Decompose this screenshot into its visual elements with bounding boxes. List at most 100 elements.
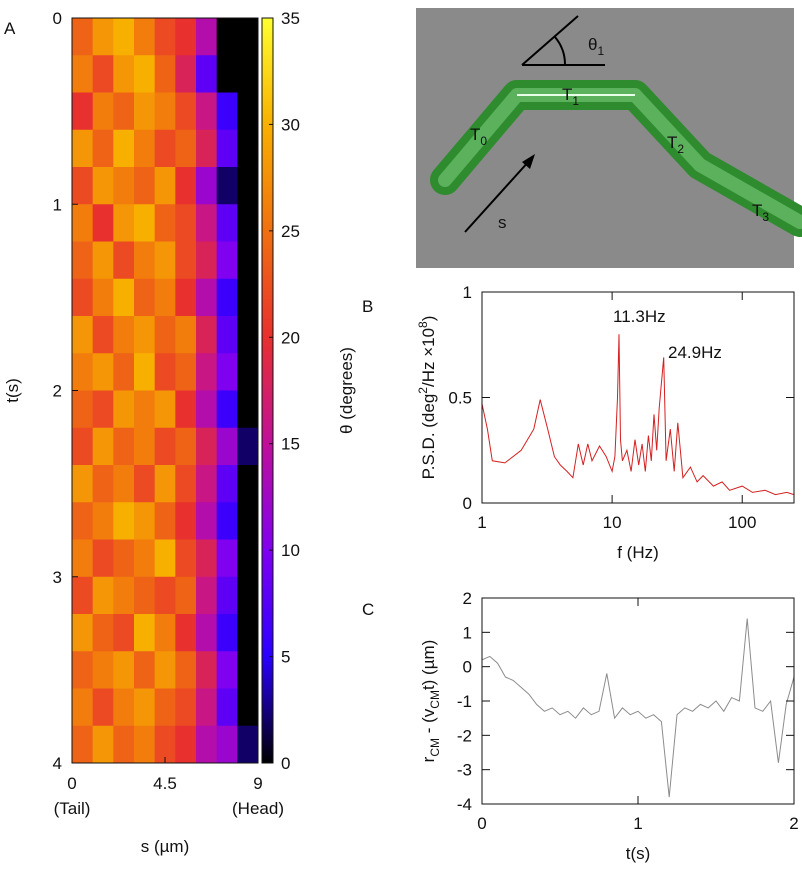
heat-cell <box>92 427 114 466</box>
heat-cell <box>175 651 197 689</box>
heat-cell <box>196 92 218 131</box>
heat-cell <box>175 129 197 168</box>
heat-cell <box>216 204 238 242</box>
heat-cell <box>134 167 156 205</box>
heat-cell <box>92 241 114 280</box>
label-part: θ <box>588 35 597 54</box>
heat-cell <box>113 427 135 466</box>
heat-cell <box>92 167 114 205</box>
heat-cell <box>72 539 94 578</box>
heat-cell <box>134 204 156 242</box>
heat-cell <box>113 92 135 131</box>
colorbar-label: θ (degrees) <box>337 347 356 434</box>
heat-cell <box>92 576 114 615</box>
colorbar-tick-label: 5 <box>281 648 290 667</box>
heat-cell <box>216 167 238 205</box>
heat-cell <box>72 241 94 280</box>
heat-cell <box>134 502 156 540</box>
label-part: 2 <box>677 142 684 156</box>
heat-cell <box>154 390 176 429</box>
label-part: r <box>419 756 438 762</box>
heat-cell <box>134 651 156 689</box>
label-part: - (v <box>419 708 438 738</box>
heat-cell <box>134 278 156 317</box>
label-part: /Hz ×10 <box>419 328 438 387</box>
heat-cell <box>154 502 176 540</box>
heat-cell <box>175 241 197 280</box>
heat-cell <box>216 427 238 466</box>
segment-label: T1 <box>562 85 579 108</box>
heat-cell <box>237 241 259 280</box>
label-part: CM <box>428 738 442 757</box>
heat-cell <box>237 576 259 615</box>
heat-cell <box>72 353 94 391</box>
heat-cell <box>134 576 156 615</box>
label-part: 1 <box>572 94 579 108</box>
heat-cell <box>237 539 259 578</box>
heat-cell <box>113 55 135 93</box>
heat-cell <box>154 688 176 727</box>
heat-cell <box>196 725 218 764</box>
heat-cell <box>92 725 114 764</box>
heat-cell <box>196 167 218 205</box>
heat-cell <box>216 55 238 93</box>
heat-cell <box>237 614 259 652</box>
heat-cell <box>175 614 197 652</box>
heat-cell <box>216 18 238 56</box>
y-tick-label: -1 <box>457 692 472 711</box>
heat-cell <box>72 427 94 466</box>
heat-cell <box>175 725 197 764</box>
heat-cell <box>237 129 259 168</box>
colorbar-tick-label: 10 <box>281 541 300 560</box>
colorbar <box>261 17 274 764</box>
x-tick-label: 0 <box>67 774 76 793</box>
heat-cell <box>113 278 135 317</box>
heat-cell <box>237 725 259 764</box>
heat-cell <box>134 614 156 652</box>
heat-cell <box>154 204 176 242</box>
heat-cell <box>134 465 156 503</box>
heat-cell <box>134 427 156 466</box>
heat-cell <box>113 204 135 242</box>
angle-label: θ1 <box>588 35 604 58</box>
y-tick-label: -2 <box>457 726 472 745</box>
heat-cell <box>113 390 135 429</box>
heat-cell <box>92 614 114 652</box>
heat-cell <box>154 651 176 689</box>
colorbar-tick-label: 35 <box>281 9 300 28</box>
label-part: 2 <box>416 387 430 394</box>
heat-cell <box>72 316 94 354</box>
heat-cell <box>196 316 218 354</box>
x-axis-label: t(s) <box>626 844 651 863</box>
heat-cell <box>196 241 218 280</box>
panel-label: C <box>362 600 374 619</box>
heat-cell <box>92 390 114 429</box>
heat-cell <box>216 241 238 280</box>
end-label: (Tail) <box>54 799 91 818</box>
heat-cell <box>92 465 114 503</box>
arrow-label: s <box>498 213 507 232</box>
frame <box>481 597 795 805</box>
x-tick-label: 1 <box>633 814 642 833</box>
heat-cell <box>175 353 197 391</box>
heat-cell <box>175 539 197 578</box>
heat-cell <box>237 92 259 131</box>
heat-cell <box>237 278 259 317</box>
heat-cell <box>72 92 94 131</box>
heat-cell <box>154 427 176 466</box>
heat-cell <box>72 725 94 764</box>
heat-cell <box>196 427 218 466</box>
heat-cell <box>113 576 135 615</box>
heat-cell <box>216 316 238 354</box>
y-axis-label: P.S.D. (deg2/Hz ×108) <box>416 316 438 480</box>
heat-cell <box>175 278 197 317</box>
heat-cell <box>196 278 218 317</box>
heat-cell <box>113 539 135 578</box>
heat-cell <box>154 576 176 615</box>
heat-cell <box>237 316 259 354</box>
heat-cell <box>72 390 94 429</box>
label-part: P.S.D. (deg <box>419 394 438 480</box>
heat-cell <box>216 651 238 689</box>
heat-cell <box>216 539 238 578</box>
heat-cell <box>175 576 197 615</box>
